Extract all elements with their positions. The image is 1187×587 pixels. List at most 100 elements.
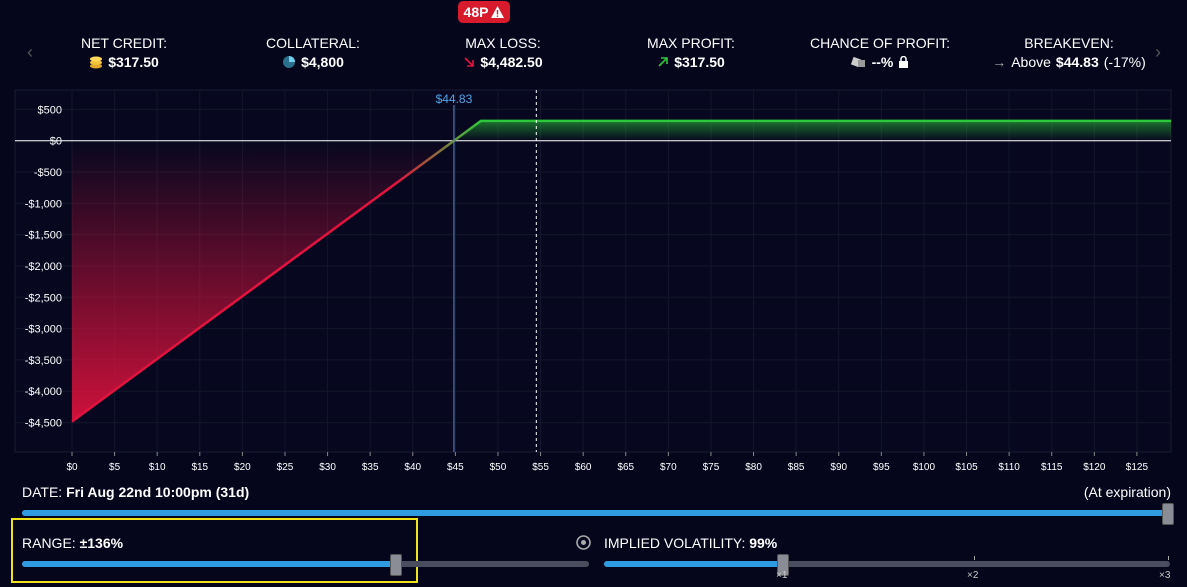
stat: NET CREDIT: $317.50 bbox=[29, 35, 219, 70]
right-arrow-icon: → bbox=[992, 54, 1007, 70]
stat-label: COLLATERAL: bbox=[266, 35, 360, 51]
date-end: (At expiration) bbox=[1083, 484, 1171, 500]
stat-value: $317.50 bbox=[674, 54, 725, 70]
stat-value: $317.50 bbox=[108, 54, 159, 70]
x-tick-label: $30 bbox=[319, 462, 336, 473]
next-arrow[interactable]: › bbox=[1155, 42, 1161, 62]
prev-arrow[interactable]: ‹ bbox=[27, 42, 33, 62]
iv-tick-label: ×2 bbox=[967, 570, 979, 581]
iv-value: 99% bbox=[749, 535, 778, 551]
range-label: RANGE: ±136% bbox=[22, 535, 123, 551]
x-tick-label: $10 bbox=[149, 462, 166, 473]
iv-key: IMPLIED VOLATILITY: bbox=[604, 535, 746, 551]
stat-value: --% bbox=[871, 54, 894, 70]
x-tick-label: $85 bbox=[788, 462, 805, 473]
x-tick-label: $45 bbox=[447, 462, 464, 473]
x-tick-label: $105 bbox=[955, 462, 978, 473]
iv-tick-label: ×1 bbox=[776, 570, 788, 581]
stat: CHANCE OF PROFIT: --% bbox=[785, 35, 975, 70]
x-tick-label: $120 bbox=[1083, 462, 1106, 473]
y-tick-label: -$2,500 bbox=[25, 292, 62, 304]
y-tick-label: -$1,500 bbox=[25, 230, 62, 242]
reset-icon[interactable] bbox=[575, 534, 592, 551]
x-tick-label: $40 bbox=[404, 462, 421, 473]
stat-prefix: Above bbox=[1011, 54, 1051, 70]
x-tick-label: $125 bbox=[1126, 462, 1149, 473]
slider-fill bbox=[22, 561, 395, 567]
warning-icon bbox=[491, 6, 505, 18]
y-tick-label: -$3,000 bbox=[25, 324, 62, 336]
slider-thumb[interactable] bbox=[1162, 503, 1174, 525]
y-tick-label: $0 bbox=[50, 136, 62, 148]
stat-value: $4,800 bbox=[301, 54, 344, 70]
dice-icon bbox=[850, 56, 865, 68]
x-tick-label: $20 bbox=[234, 462, 251, 473]
y-tick-label: -$4,000 bbox=[25, 386, 62, 398]
y-tick-label: -$1,000 bbox=[25, 198, 62, 210]
badge-text: 48P bbox=[463, 4, 489, 20]
payoff-area bbox=[72, 120, 1171, 422]
slider-thumb[interactable] bbox=[390, 554, 402, 576]
x-tick-label: $5 bbox=[109, 462, 121, 473]
range-value: ±136% bbox=[79, 535, 124, 551]
x-tick-label: $50 bbox=[490, 462, 507, 473]
stat: COLLATERAL: $4,800 bbox=[218, 35, 408, 70]
x-tick-label: $110 bbox=[998, 462, 1020, 473]
iv-tick bbox=[1168, 556, 1169, 560]
lock-icon[interactable] bbox=[898, 56, 909, 68]
stat-suffix: (-17%) bbox=[1103, 54, 1146, 70]
breakeven-label: $44.83 bbox=[436, 92, 473, 106]
iv-slider[interactable] bbox=[604, 554, 1170, 576]
highlight-box bbox=[11, 518, 418, 583]
stat-value: $44.83 bbox=[1055, 54, 1099, 70]
date-value: Fri Aug 22nd 10:00pm (31d) bbox=[66, 484, 250, 500]
stat: MAX LOSS: $4,482.50 bbox=[408, 35, 598, 70]
stat-label: MAX LOSS: bbox=[465, 35, 541, 51]
x-tick-label: $70 bbox=[660, 462, 677, 473]
date-key: DATE: bbox=[22, 484, 63, 500]
y-tick-label: -$3,500 bbox=[25, 355, 62, 367]
slider-thumb[interactable] bbox=[777, 554, 789, 576]
date-slider[interactable] bbox=[22, 503, 1174, 525]
x-tick-label: $100 bbox=[913, 462, 936, 473]
x-tick-label: $60 bbox=[575, 462, 592, 473]
stat-label: NET CREDIT: bbox=[80, 35, 168, 51]
range-key: RANGE: bbox=[22, 535, 76, 551]
stat-label: BREAKEVEN: bbox=[1024, 35, 1114, 51]
x-tick-label: $35 bbox=[362, 462, 379, 473]
stat-label: MAX PROFIT: bbox=[647, 35, 735, 51]
y-tick-label: -$500 bbox=[34, 167, 62, 179]
stat: BREAKEVEN: → Above $44.83 (-17%) bbox=[974, 35, 1164, 70]
up-arrow-icon bbox=[658, 57, 668, 67]
coins-icon bbox=[90, 56, 103, 69]
slider-fill bbox=[604, 561, 782, 567]
y-tick-label: -$4,500 bbox=[25, 418, 62, 430]
payoff-line bbox=[71, 119, 1171, 423]
x-tick-label: $80 bbox=[745, 462, 762, 473]
date-label: DATE: Fri Aug 22nd 10:00pm (31d) bbox=[22, 484, 249, 500]
x-tick-label: $95 bbox=[873, 462, 890, 473]
x-tick-label: $115 bbox=[1041, 462, 1063, 473]
x-tick-label: $25 bbox=[277, 462, 294, 473]
x-tick-label: $75 bbox=[703, 462, 720, 473]
x-tick-label: $15 bbox=[191, 462, 208, 473]
iv-tick-label: ×3 bbox=[1159, 570, 1171, 581]
x-tick-label: $90 bbox=[830, 462, 847, 473]
iv-tick bbox=[974, 556, 975, 560]
stat-value: $4,482.50 bbox=[480, 54, 543, 70]
range-slider[interactable] bbox=[22, 554, 589, 576]
stat-label: CHANCE OF PROFIT: bbox=[809, 35, 950, 51]
x-tick-label: $55 bbox=[532, 462, 549, 473]
iv-label: IMPLIED VOLATILITY: 99% bbox=[604, 535, 777, 551]
x-tick-label: $65 bbox=[617, 462, 634, 473]
down-arrow-icon bbox=[464, 57, 475, 67]
y-tick-label: -$2,000 bbox=[25, 261, 62, 273]
stat: MAX PROFIT: $317.50 bbox=[596, 35, 786, 70]
y-tick-label: $500 bbox=[38, 104, 62, 116]
pie-icon bbox=[283, 56, 296, 68]
x-tick-label: $0 bbox=[66, 462, 78, 473]
slider-fill bbox=[22, 510, 1167, 516]
position-badge[interactable]: 48P bbox=[458, 1, 510, 23]
payoff-chart: $500 $0 -$500 -$1,000 -$1,500 -$2,000 -$2,500 -… bbox=[14, 89, 1172, 473]
